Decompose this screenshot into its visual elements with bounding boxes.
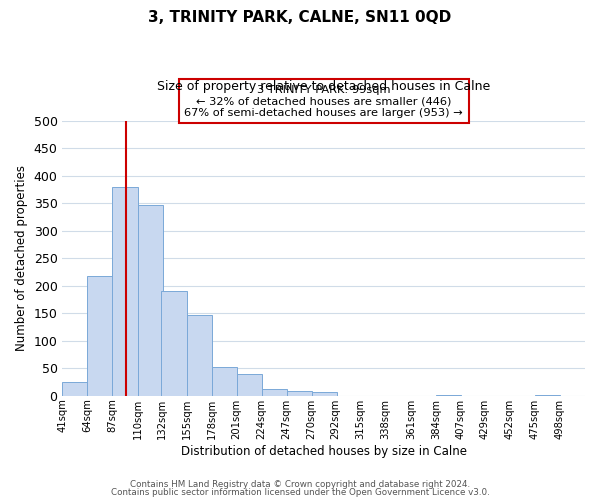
Text: Contains HM Land Registry data © Crown copyright and database right 2024.: Contains HM Land Registry data © Crown c… [130,480,470,489]
Bar [287,392,312,396]
Bar [62,382,88,396]
Bar [212,366,236,396]
Bar [112,186,137,396]
Bar [535,394,560,396]
Bar [262,388,287,396]
Title: Size of property relative to detached houses in Calne: Size of property relative to detached ho… [157,80,490,93]
Bar [436,394,461,396]
Bar [187,316,212,396]
Text: Contains public sector information licensed under the Open Government Licence v3: Contains public sector information licen… [110,488,490,497]
X-axis label: Distribution of detached houses by size in Calne: Distribution of detached houses by size … [181,444,467,458]
Bar [312,392,337,396]
Bar [161,291,187,396]
Bar [137,205,163,396]
Text: 3, TRINITY PARK, CALNE, SN11 0QD: 3, TRINITY PARK, CALNE, SN11 0QD [148,10,452,25]
Bar [88,276,112,396]
Bar [236,374,262,396]
Y-axis label: Number of detached properties: Number of detached properties [15,165,28,351]
Text: 3 TRINITY PARK: 99sqm
← 32% of detached houses are smaller (446)
67% of semi-det: 3 TRINITY PARK: 99sqm ← 32% of detached … [184,84,463,118]
